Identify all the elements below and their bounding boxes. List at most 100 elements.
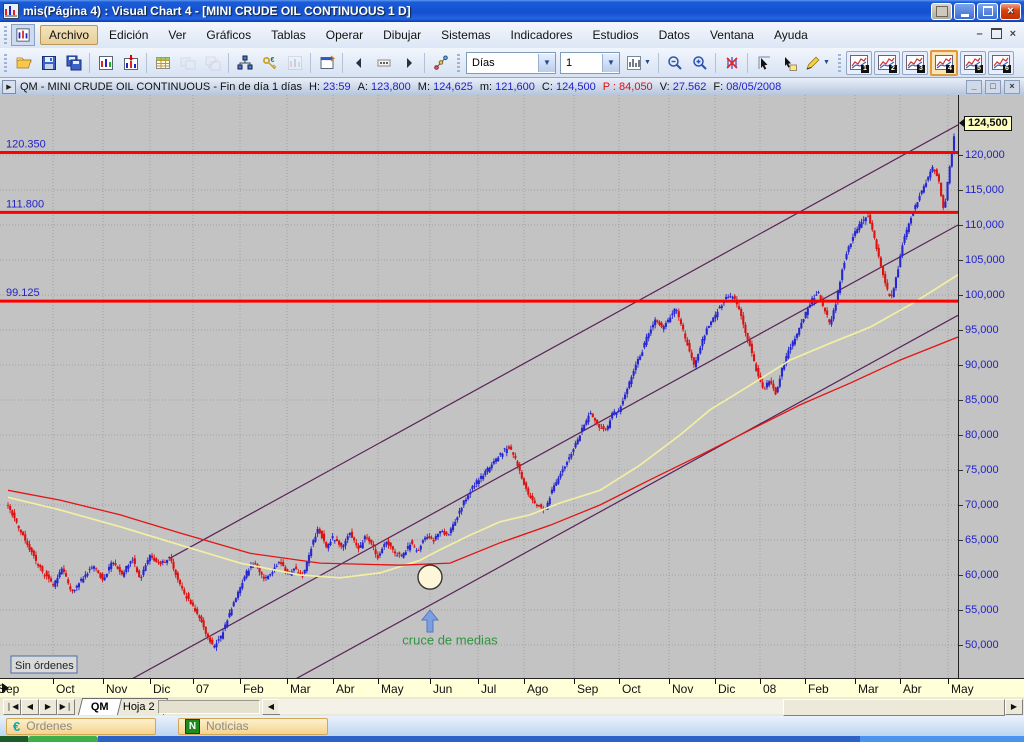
menu-item-operar[interactable]: Operar (325, 28, 364, 42)
workspace-page-1-button[interactable]: 1 (846, 50, 872, 75)
objects-list-button[interactable] (428, 51, 453, 75)
restore-button[interactable] (977, 2, 998, 20)
new-chart-button[interactable] (93, 51, 118, 75)
slow-ma-line[interactable] (7, 336, 958, 566)
pointer-button[interactable] (751, 51, 776, 75)
price-tick-50000: 50,000 (959, 639, 999, 651)
last-tab-button[interactable]: ▶❘ (57, 699, 75, 715)
toolbar-grip-3[interactable] (837, 53, 842, 72)
start-button-edge[interactable] (28, 736, 98, 742)
draw-pen-dropdown-icon[interactable]: ▼ (823, 59, 830, 66)
chart-type-dropdown-icon[interactable]: ▼ (644, 59, 651, 66)
chart-disabled-button[interactable] (282, 51, 307, 75)
tab-qm[interactable]: QM (77, 698, 122, 715)
menu-item-archivo[interactable]: Archivo (40, 25, 99, 45)
menu-item-ver[interactable]: Ver (168, 28, 187, 42)
menu-item-ventana[interactable]: Ventana (709, 28, 754, 42)
news-panel-button[interactable]: N Noticias (178, 717, 328, 735)
menu-item-dibujar[interactable]: Dibujar (383, 28, 422, 42)
hscroll-left-button[interactable]: ◀ (262, 699, 280, 715)
windows-taskbar-edge (0, 736, 1024, 742)
link-windows-button[interactable] (175, 51, 200, 75)
pointer-note-button[interactable] (776, 51, 801, 75)
chevron-down-icon[interactable]: ▼ (602, 53, 619, 72)
time-axis[interactable]: Sep Oct Nov Dic 07 Feb Mar Abr May Jun Jul Ago Sep Oc… (0, 678, 1024, 697)
save-button[interactable] (36, 51, 61, 75)
workspace-page-4-button[interactable]: 4 (930, 49, 958, 76)
compression-combobox[interactable]: 1 ▼ (560, 51, 620, 74)
sheet-tab-bar: ❘◀ ◀ ▶ ▶❘ QM Hoja 2 ◀ ▶ (0, 697, 1024, 716)
insert-chart-button[interactable] (118, 51, 143, 75)
network-button[interactable] (232, 51, 257, 75)
chart-window-icon[interactable] (11, 24, 35, 46)
draw-pen-button[interactable]: ▼ (801, 51, 834, 75)
chart-type-button[interactable]: ▼ (622, 51, 655, 75)
crossover-annotation[interactable]: cruce de medias (402, 564, 498, 647)
trend-channel-lines[interactable] (130, 124, 958, 678)
menu-item-estudios[interactable]: Estudios (592, 28, 639, 42)
menu-item-tablas[interactable]: Tablas (271, 28, 306, 42)
price-axis[interactable]: 120,000 115,000 110,000 105,000 100,000 95,00… (958, 95, 1024, 678)
menu-item-graficos[interactable]: Gráficos (206, 28, 252, 42)
delete-objects-button[interactable] (719, 51, 744, 75)
period-combobox[interactable]: Días ▼ (466, 51, 556, 74)
chevron-down-icon[interactable]: ▼ (538, 53, 555, 72)
titlebar-extra-button[interactable] (931, 2, 952, 20)
menu-item-ayuda[interactable]: Ayuda (773, 28, 808, 42)
save-all-button[interactable] (61, 51, 86, 75)
nav-back-button[interactable] (346, 51, 371, 75)
menubar-grip[interactable] (3, 26, 8, 44)
chart-restore-button[interactable]: □ (985, 80, 1001, 94)
mdi-restore-button[interactable] (990, 28, 1002, 42)
chart-minimize-button[interactable]: _ (966, 80, 982, 94)
annotation-text: cruce de medias (402, 632, 498, 647)
taskbar-corner (0, 736, 28, 742)
trading-key-button[interactable]: € (257, 51, 282, 75)
nav-forward-button[interactable] (396, 51, 421, 75)
export-table-button[interactable] (150, 51, 175, 75)
toolbar-grip[interactable] (3, 53, 8, 72)
page-number: 2 (889, 64, 897, 73)
close-button[interactable]: × (1000, 2, 1021, 20)
workspace-page-5-button[interactable]: 5 (960, 50, 986, 75)
menu-items: Archivo Edición Ver Gráficos Tablas Operar Dib… (39, 25, 818, 45)
chart-area: 120.350 111.800 99.125 cruce de medias Sin ó… (0, 95, 1024, 678)
nav-more-button[interactable] (371, 51, 396, 75)
first-tab-button[interactable]: ❘◀ (3, 699, 21, 715)
workspace-page-2-button[interactable]: 2 (874, 50, 900, 75)
workspace-page-6-button[interactable]: 6 (988, 50, 1014, 75)
open-file-button[interactable] (11, 51, 36, 75)
price-level-lines[interactable]: 120.350 111.800 99.125 (0, 139, 958, 303)
taskbar-strip (98, 736, 860, 742)
menu-item-indicadores[interactable]: Indicadores (510, 28, 573, 42)
zoom-in-button[interactable] (687, 51, 712, 75)
price-tick-120000: 120,000 (959, 149, 1005, 161)
zoom-out-button[interactable] (662, 51, 687, 75)
chart-close-button[interactable]: × (1004, 80, 1020, 94)
mdi-close-button[interactable]: × (1009, 28, 1016, 40)
menu-item-sistemas[interactable]: Sistemas (441, 28, 491, 42)
menu-item-datos[interactable]: Datos (658, 28, 690, 42)
price-plot-svg[interactable]: 120.350 111.800 99.125 cruce de medias Sin ó… (0, 95, 958, 678)
header-expand-icon[interactable]: ▶ (2, 80, 16, 94)
minimize-button[interactable] (954, 2, 975, 20)
menu-item-edicion[interactable]: Edición (109, 28, 149, 42)
hscroll-right-button[interactable]: ▶ (1005, 699, 1023, 715)
prev-tab-button[interactable]: ◀ (21, 699, 39, 715)
toolbar-grip-2[interactable] (456, 53, 461, 72)
orders-status-badge: Sin órdenes (10, 655, 78, 674)
fast-ma-line[interactable] (7, 273, 958, 579)
tab-resize-groove[interactable] (158, 700, 260, 714)
next-tab-button[interactable]: ▶ (39, 699, 57, 715)
workspace-page-3-button[interactable]: 3 (902, 50, 928, 75)
hscroll-thumb[interactable] (783, 699, 1005, 716)
menu-bar: Archivo Edición Ver Gráficos Tablas Operar Dib… (0, 22, 1024, 49)
header-field-h-: H: 23:59 (308, 81, 351, 93)
mdi-minimize-button[interactable]: – (976, 28, 983, 40)
grid-lines (0, 95, 958, 678)
orders-panel-button[interactable]: € Ordenes (6, 717, 156, 735)
price-tick-90000: 90,000 (959, 359, 999, 371)
link-windows-2-button[interactable] (200, 51, 225, 75)
properties-button[interactable] (314, 51, 339, 75)
